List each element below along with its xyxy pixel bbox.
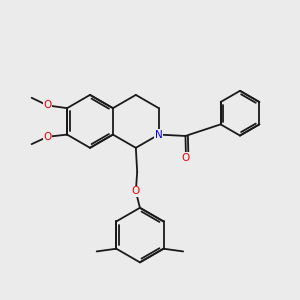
Text: O: O <box>43 100 52 110</box>
Text: O: O <box>43 132 52 142</box>
Text: O: O <box>182 153 190 163</box>
Text: O: O <box>132 186 140 197</box>
Text: N: N <box>155 130 163 140</box>
